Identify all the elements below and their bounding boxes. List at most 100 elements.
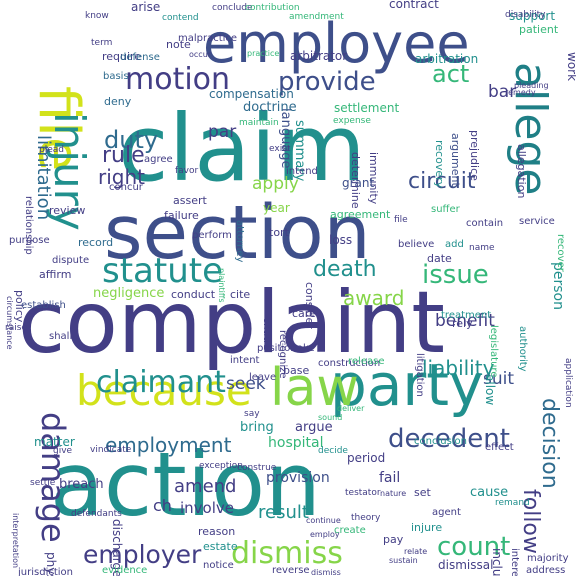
word-claim: claim [118,95,366,202]
word-take: take [293,343,315,354]
word-doctrine: doctrine [243,100,297,115]
word-majority: majority [527,553,569,564]
word-limitation: limitation [33,135,54,220]
word-maintain: maintain [239,118,279,128]
word-establish: establish [21,300,66,311]
word-recovery: recovery [433,140,446,189]
word-suffer: suffer [431,204,461,215]
word-treatment: treatment [441,310,491,321]
word-give: give [53,446,73,456]
word-construe: construe [237,463,277,473]
word-employee: employee [203,12,470,75]
word-authority: authority [517,326,528,372]
word-file: file [26,86,91,171]
word-policy: policy [13,290,26,323]
word-require: require [102,50,141,63]
word-decedent: decedent [388,424,510,454]
word-jurisdiction: jurisdiction [17,567,73,576]
word-pay: pay [383,533,404,546]
word-record: record [78,236,113,249]
word-grant: grant [342,176,375,190]
word-include: include [490,548,504,576]
word-immunity: immunity [367,152,380,205]
word-shall: shall [49,331,72,342]
word-conclusion: conclusion [414,436,467,447]
word-expense: expense [333,116,371,126]
word-duty: duty [104,126,158,154]
word-estate: estate [203,540,238,553]
word-complaint: complaint [18,273,445,373]
word-apply: apply [252,174,299,194]
word-dispute: dispute [52,255,89,266]
word-term: term [91,38,112,48]
word-deny: deny [104,95,132,108]
word-affirm: affirm [39,268,71,281]
word-interest: interest [509,548,520,576]
word-intend: intend [286,166,318,177]
word-believe: believe [398,239,434,250]
word-year: year [263,201,290,215]
word-seek: seek [226,374,266,394]
word-physician: physician [44,552,58,576]
word-employment: employment [105,433,232,457]
word-file: file [394,215,408,225]
word-set: set [414,486,431,499]
word-review: review [49,204,85,217]
word-know: know [85,11,109,21]
word-provision: provision [266,470,330,486]
word-arbitrator: arbitrator [290,49,347,63]
word-contend: contend [162,13,199,23]
word-legislature: legislature [488,325,499,377]
word-address: address [526,565,565,576]
word-purpose: purpose [9,235,50,246]
word-because: because [76,366,252,415]
word-favor: favor [175,166,199,176]
word-conclude: conclude [212,3,253,13]
word-action: action [50,433,321,536]
word-defendants: defendants [71,509,122,519]
word-circumstance: circumstance [5,296,14,350]
word-amendment: amendment [289,12,344,22]
word-statute: statute [102,251,223,291]
word-bring: bring [240,420,274,435]
word-exception: exception [199,461,243,471]
word-settle: settle [30,478,56,488]
word-compensation: compensation [209,87,294,101]
word-recognize: recognize [277,330,288,379]
word-rely: rely [452,317,473,330]
word-hospital: hospital [268,435,323,451]
word-basis: basis [103,71,129,82]
word-reverse: reverse [272,565,310,576]
word-arise: arise [131,0,160,14]
word-raise: raise [5,323,27,333]
word-agreement: agreement [330,208,391,221]
word-assert: assert [173,194,207,207]
word-intent: intent [230,355,260,366]
word-decision: decision [537,398,562,489]
word-arbitration: arbitration [415,52,478,66]
word-tort: tort [269,226,290,239]
word-argument: argument [449,133,462,187]
word-settlement: settlement [334,101,399,115]
word-consider: consider [303,282,316,329]
word-agree: agree [144,154,173,165]
word-employ: employ [310,530,340,539]
word-cite: cite [230,288,250,301]
word-defense: defense [120,52,160,63]
word-pleading: pleading [514,81,549,90]
word-position: position [257,343,297,354]
word-remand: remand [495,498,530,508]
word-litigation: litigation [414,353,425,397]
word-date: date [427,252,452,265]
word-negligence: negligence [93,286,164,301]
word-suit: suit [483,369,514,389]
word-perform: perform [192,230,232,241]
word-nature: nature [380,489,406,498]
word-motion: motion [125,62,230,97]
word-relate: relate [404,547,427,556]
word-rule: rule [102,143,145,168]
word-construction: construction [318,358,380,369]
word-cause: cause [470,485,508,500]
word-count: count [437,532,510,562]
